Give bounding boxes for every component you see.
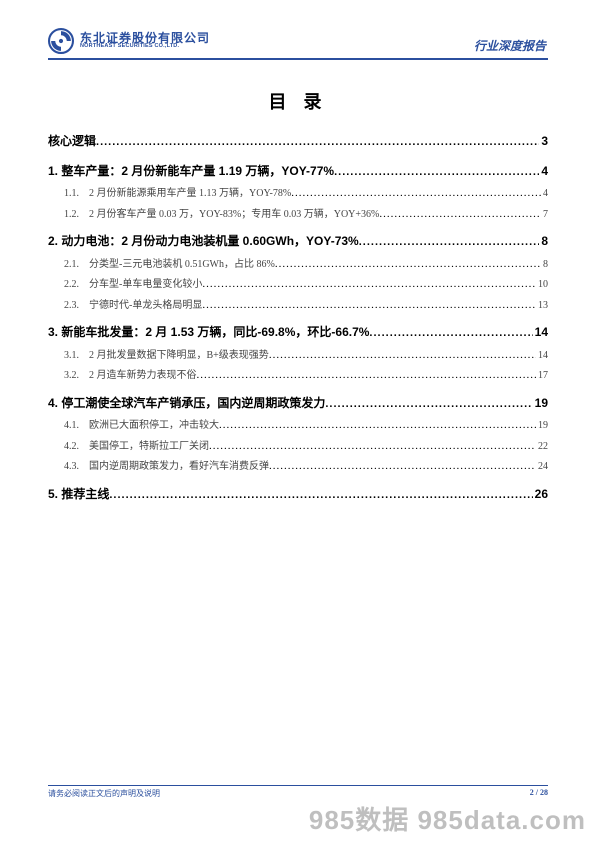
page-number: 2 / 28 (530, 788, 548, 799)
toc-entry: 4.3. 国内逆周期政策发力，看好汽车消费反弹 24 (48, 458, 548, 475)
toc-entry: 1.2. 2 月份客车产量 0.03 万，YOY-83%；专用车 0.03 万辆… (48, 206, 548, 223)
toc-entry-page: 19 (533, 394, 548, 413)
toc-entry-label: 2.1. 分类型-三元电池装机 0.51GWh，占比 86% (64, 257, 275, 272)
toc-entry: 4.1. 欧洲已大面积停工，冲击较大 19 (48, 417, 548, 434)
footer: 请务必阅读正文后的声明及说明 2 / 28 (48, 785, 548, 799)
toc-entry-label: 3.2. 2 月造车新势力表现不俗 (64, 368, 197, 383)
toc-entry-label: 4.1. 欧洲已大面积停工，冲击较大 (64, 418, 219, 433)
toc-entry: 5. 推荐主线 26 (48, 485, 548, 505)
toc-entry-label: 2.3. 宁德时代-单龙头格局明显 (64, 298, 202, 313)
company-logo-icon (48, 28, 74, 54)
toc-entry-page: 14 (533, 323, 548, 342)
toc-leader-dots (275, 256, 541, 273)
toc-leader-dots (291, 185, 541, 202)
toc-entry-page: 8 (541, 257, 548, 272)
toc-entry-page: 10 (536, 277, 548, 292)
toc-entry-label: 4. 停工潮使全球汽车产销承压，国内逆周期政策发力 (48, 394, 325, 413)
toc-leader-dots (269, 347, 536, 364)
toc-entry-page: 24 (536, 459, 548, 474)
toc-entry-label: 2.2. 分车型-单车电量变化较小 (64, 277, 202, 292)
toc-title: 目 录 (48, 88, 548, 114)
toc-entry-label: 1.1. 2 月份新能源乘用车产量 1.13 万辆，YOY-78% (64, 186, 291, 201)
toc-entry-page: 19 (536, 418, 548, 433)
toc-leader-dots (202, 276, 536, 293)
toc-leader-dots (197, 367, 537, 384)
toc-entry: 1.1. 2 月份新能源乘用车产量 1.13 万辆，YOY-78% 4 (48, 185, 548, 202)
footer-disclaimer: 请务必阅读正文后的声明及说明 (48, 788, 160, 799)
toc-entry-label: 1. 整车产量：2 月份新能车产量 1.19 万辆，YOY-77% (48, 162, 334, 181)
toc-entry-page: 26 (533, 485, 548, 504)
toc-entry-label: 1.2. 2 月份客车产量 0.03 万，YOY-83%；专用车 0.03 万辆… (64, 207, 379, 222)
toc-leader-dots (379, 206, 541, 223)
toc-entry: 2.1. 分类型-三元电池装机 0.51GWh，占比 86% 8 (48, 256, 548, 273)
toc-leader-dots (359, 234, 540, 252)
brand-name-en: NORTHEAST SECURITIES CO.,LTD. (80, 44, 210, 50)
toc-leader-dots (369, 325, 532, 343)
toc-leader-dots (334, 164, 539, 182)
toc-leader-dots (209, 438, 536, 455)
toc-entry-label: 3. 新能车批发量：2 月 1.53 万辆，同比-69.8%，环比-66.7% (48, 323, 369, 342)
header: 东北证券股份有限公司 NORTHEAST SECURITIES CO.,LTD.… (48, 28, 548, 60)
toc-entry: 4. 停工潮使全球汽车产销承压，国内逆周期政策发力 19 (48, 394, 548, 414)
header-report-type: 行业深度报告 (474, 37, 548, 54)
toc-entry: 3. 新能车批发量：2 月 1.53 万辆，同比-69.8%，环比-66.7% 1… (48, 323, 548, 343)
table-of-contents: 核心逻辑31. 整车产量：2 月份新能车产量 1.19 万辆，YOY-77%41… (48, 132, 548, 505)
toc-entry: 2. 动力电池：2 月份动力电池装机量 0.60GWh，YOY-73% 8 (48, 232, 548, 252)
toc-leader-dots (96, 134, 539, 152)
toc-entry-label: 2. 动力电池：2 月份动力电池装机量 0.60GWh，YOY-73% (48, 232, 359, 251)
toc-entry-page: 22 (536, 439, 548, 454)
toc-entry-page: 13 (536, 298, 548, 313)
toc-entry-page: 7 (541, 207, 548, 222)
watermark: 985数据 985data.com (309, 800, 586, 837)
toc-entry-label: 核心逻辑 (48, 132, 96, 151)
toc-entry: 3.2. 2 月造车新势力表现不俗 17 (48, 367, 548, 384)
toc-entry-page: 4 (541, 186, 548, 201)
toc-entry-page: 3 (539, 132, 548, 151)
toc-entry-label: 4.3. 国内逆周期政策发力，看好汽车消费反弹 (64, 459, 269, 474)
toc-leader-dots (109, 487, 532, 505)
toc-entry-page: 4 (539, 162, 548, 181)
toc-leader-dots (202, 297, 536, 314)
toc-entry-page: 17 (536, 368, 548, 383)
toc-leader-dots (269, 458, 536, 475)
toc-leader-dots (219, 417, 536, 434)
toc-entry: 2.3. 宁德时代-单龙头格局明显 13 (48, 297, 548, 314)
toc-entry-page: 14 (536, 348, 548, 363)
toc-entry-page: 8 (539, 232, 548, 251)
toc-entry: 1. 整车产量：2 月份新能车产量 1.19 万辆，YOY-77% 4 (48, 162, 548, 182)
brand: 东北证券股份有限公司 NORTHEAST SECURITIES CO.,LTD. (48, 28, 210, 54)
toc-entry-label: 4.2. 美国停工，特斯拉工厂关闭 (64, 439, 209, 454)
brand-text: 东北证券股份有限公司 NORTHEAST SECURITIES CO.,LTD. (80, 32, 210, 50)
toc-entry-label: 3.1. 2 月批发量数据下降明显，B+级表现强势 (64, 348, 269, 363)
toc-leader-dots (325, 396, 532, 414)
page: 东北证券股份有限公司 NORTHEAST SECURITIES CO.,LTD.… (0, 0, 596, 843)
toc-entry: 3.1. 2 月批发量数据下降明显，B+级表现强势 14 (48, 347, 548, 364)
toc-entry: 2.2. 分车型-单车电量变化较小 10 (48, 276, 548, 293)
toc-entry: 核心逻辑 3 (48, 132, 548, 152)
toc-entry-label: 5. 推荐主线 (48, 485, 109, 504)
toc-entry: 4.2. 美国停工，特斯拉工厂关闭 22 (48, 438, 548, 455)
